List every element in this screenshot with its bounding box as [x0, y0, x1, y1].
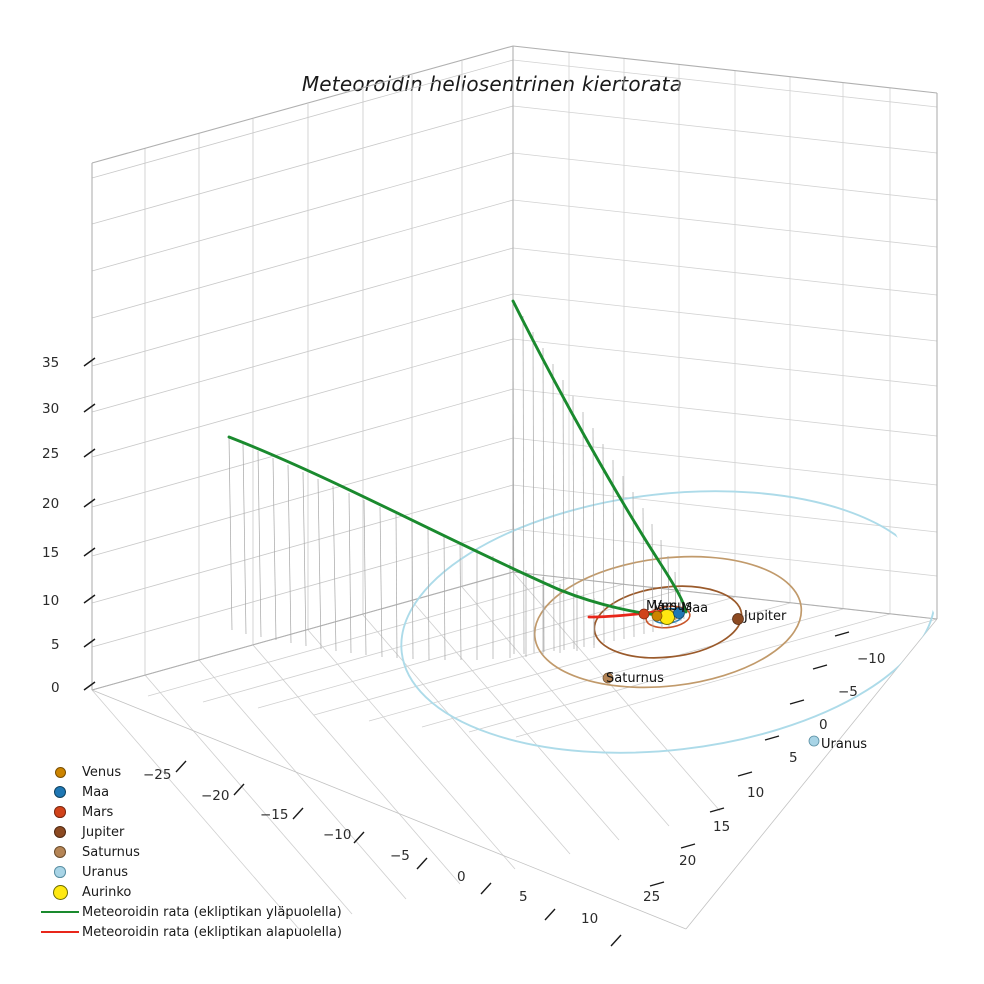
y-axis-ticks: [649, 631, 850, 887]
marker-venus: [651, 610, 663, 622]
legend-item-jupiter[interactable]: Jupiter: [38, 822, 358, 842]
legend-item-aurinko[interactable]: Aurinko: [38, 882, 358, 902]
body-label-maa: Maa: [681, 601, 709, 616]
x-tick-label: 5: [519, 889, 528, 905]
green-line-icon: [38, 911, 82, 913]
orbit-saturnus: [533, 555, 803, 689]
uranus-dot-icon: [38, 866, 82, 878]
z-tick-label: 10: [42, 593, 60, 609]
x-axis-ticks: [175, 760, 622, 947]
body-label-jupiter: Jupiter: [744, 609, 787, 624]
legend-label: Jupiter: [82, 824, 125, 840]
maa-dot-icon: [38, 786, 82, 798]
page-title: Meteoroidin heliosentrinen kiertorata: [301, 72, 683, 96]
legend-label: Meteoroidin rata (ekliptikan alapuolella…: [82, 924, 342, 940]
legend-label: Saturnus: [82, 844, 140, 860]
marker-uranus: [808, 735, 820, 747]
trajectory-stem-lines: [228, 299, 685, 661]
z-axis-ticks: [83, 357, 96, 691]
trajectory-above-ecliptic-descent: [511, 299, 688, 614]
legend-label: Uranus: [82, 864, 129, 880]
legend: Venus Maa Mars Jupiter Saturnus: [38, 762, 358, 942]
legend-label: Meteoroidin rata (ekliptikan yläpuolella…: [82, 904, 342, 920]
legend-label: Aurinko: [82, 884, 132, 900]
legend-label: Mars: [82, 804, 114, 820]
z-tick-label: 35: [42, 355, 60, 371]
legend-label: Venus: [82, 764, 122, 780]
y-tick-label: 25: [643, 889, 661, 905]
y-tick-label: 15: [713, 819, 731, 835]
body-label-venus: Venus: [653, 599, 693, 614]
marker-jupiter: [732, 613, 744, 625]
pane-back-left: [91, 46, 514, 691]
jupiter-dot-icon: [38, 826, 82, 838]
legend-item-uranus[interactable]: Uranus: [38, 862, 358, 882]
x-tick-label: 0: [457, 869, 466, 885]
orbit-jupiter: [593, 585, 743, 659]
z-tick-label: 20: [42, 496, 60, 512]
legend-item-trajectory-below[interactable]: Meteoroidin rata (ekliptikan alapuolella…: [38, 922, 358, 942]
marker-mars: [638, 608, 650, 620]
saturnus-dot-icon: [38, 846, 82, 858]
y-tick-label: 20: [679, 853, 697, 869]
y-tick-label: −10: [857, 651, 886, 667]
legend-item-saturnus[interactable]: Saturnus: [38, 842, 358, 862]
x-tick-label: −15: [260, 807, 289, 823]
legend-item-trajectory-above[interactable]: Meteoroidin rata (ekliptikan yläpuolella…: [38, 902, 358, 922]
body-label-mars: Mars: [646, 599, 678, 614]
venus-dot-icon: [38, 766, 82, 778]
z-tick-label: 5: [51, 637, 60, 653]
x-tick-label: −25: [143, 767, 172, 783]
mars-dot-icon: [38, 806, 82, 818]
trajectory-above-ecliptic: [227, 435, 670, 618]
z-tick-label: 25: [42, 446, 60, 462]
legend-item-maa[interactable]: Maa: [38, 782, 358, 802]
y-tick-label: −5: [838, 684, 858, 700]
legend-item-venus[interactable]: Venus: [38, 762, 358, 782]
legend-item-mars[interactable]: Mars: [38, 802, 358, 822]
legend-label: Maa: [82, 784, 110, 800]
orbit-mars: [645, 605, 691, 629]
z-tick-label: 15: [42, 545, 60, 561]
y-tick-label: 10: [747, 785, 765, 801]
y-tick-label: 0: [819, 717, 828, 733]
z-tick-label: 0: [51, 680, 60, 696]
x-tick-label: −10: [323, 827, 352, 843]
pane-back-right: [512, 46, 938, 620]
red-line-icon: [38, 931, 82, 933]
y-tick-label: 5: [789, 750, 798, 766]
marker-saturnus: [602, 672, 614, 684]
x-tick-label: 10: [581, 911, 599, 927]
x-tick-label: −20: [201, 788, 230, 804]
body-label-saturnus: Saturnus: [606, 671, 664, 686]
marker-maa: [673, 607, 685, 619]
x-tick-label: −5: [390, 848, 410, 864]
z-tick-label: 30: [42, 401, 60, 417]
body-label-uranus: Uranus: [821, 737, 868, 752]
aurinko-dot-icon: [38, 884, 82, 900]
body-markers: [602, 607, 820, 747]
